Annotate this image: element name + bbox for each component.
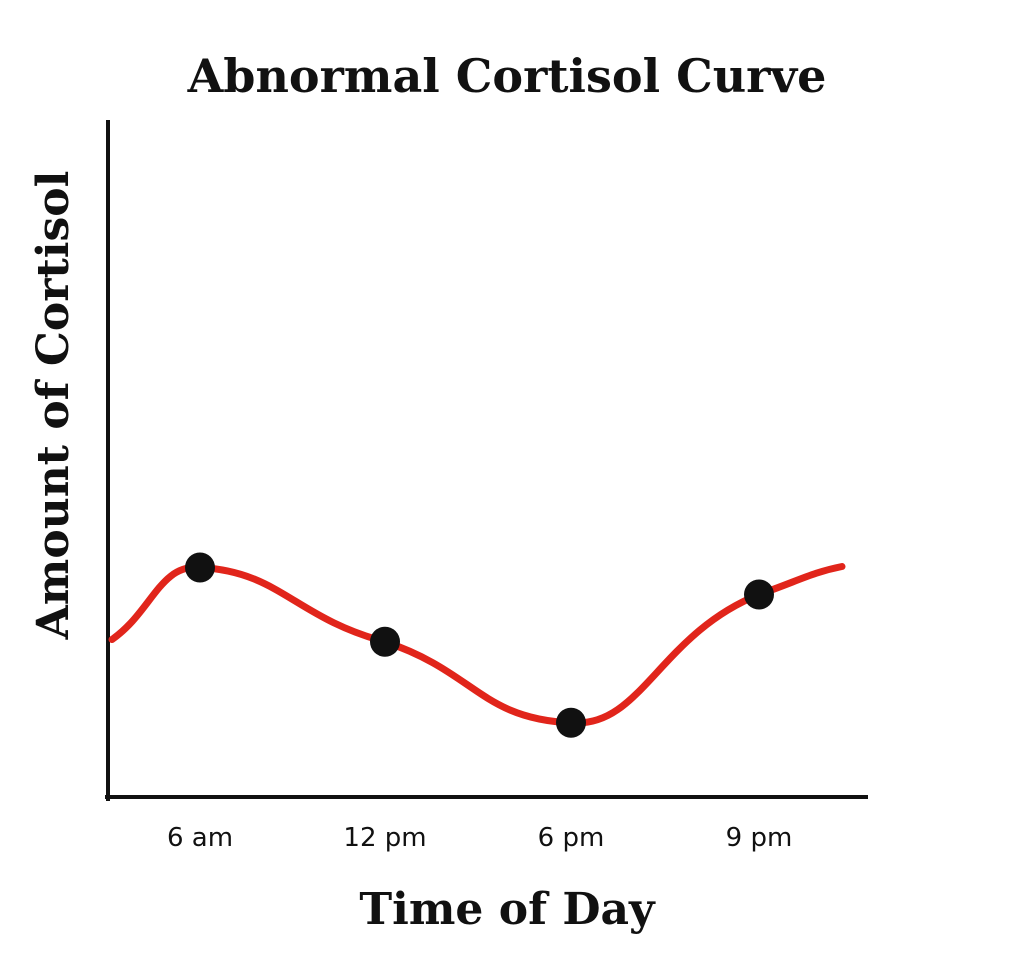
y-axis-label: Amount of Cortisol — [28, 171, 79, 641]
data-point-3 — [556, 707, 586, 738]
x-tick-label: 6 am — [167, 823, 233, 853]
x-axis-label: Time of Day — [359, 884, 656, 935]
data-point-1 — [185, 552, 215, 583]
x-tick-label: 9 pm — [726, 823, 793, 853]
plot-area: 6 am 12 pm 6 pm 9 pm — [105, 120, 868, 853]
x-tick-label: 6 pm — [538, 823, 605, 853]
chart-title: Abnormal Cortisol Curve — [187, 49, 827, 103]
x-tick-label: 12 pm — [343, 823, 426, 853]
data-point-2 — [370, 626, 400, 657]
data-point-4 — [744, 579, 774, 610]
